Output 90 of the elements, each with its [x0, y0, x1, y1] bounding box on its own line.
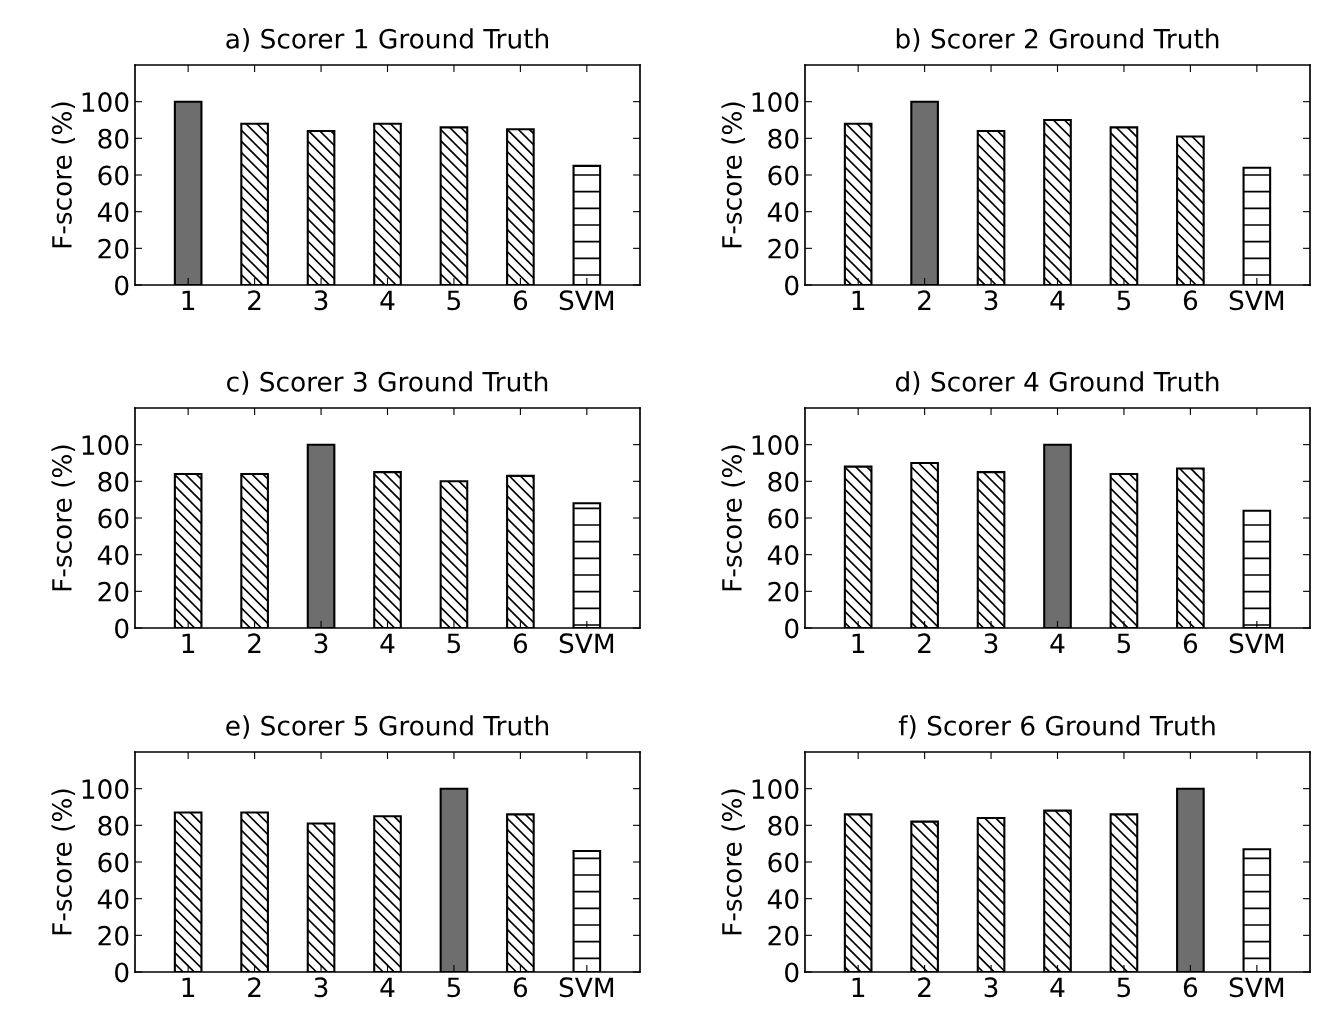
y-tick-label: 20 — [768, 925, 799, 946]
y-tick-label: 40 — [767, 202, 799, 223]
x-tick-label: 6 — [513, 633, 528, 654]
x-tick-label: 6 — [1183, 977, 1198, 998]
x-tick-label: 4 — [1050, 290, 1065, 310]
x-tick-label: 3 — [984, 633, 998, 654]
x-tick-label: 1 — [852, 977, 865, 997]
y-axis-title: F-score (%) — [51, 445, 75, 591]
chart-title: f) Scorer 6 Ground Truth — [898, 715, 1215, 739]
y-tick-label: 60 — [98, 852, 129, 873]
x-tick-label: 5 — [1117, 977, 1131, 998]
chart-title: a) Scorer 1 Ground Truth — [226, 28, 548, 52]
y-tick-label: 40 — [767, 889, 799, 910]
x-tick-label: 4 — [1050, 633, 1065, 653]
y-tick-label: 40 — [97, 889, 129, 910]
x-tick-label: 6 — [1183, 633, 1198, 654]
y-tick-label: 40 — [97, 202, 129, 223]
x-tick-label: SVM — [1229, 977, 1284, 998]
x-tick-label: SVM — [559, 977, 614, 998]
y-tick-label: 0 — [785, 962, 799, 983]
x-tick-label: 3 — [314, 290, 328, 311]
chart-title: e) Scorer 5 Ground Truth — [226, 715, 549, 739]
y-tick-label: 80 — [768, 815, 799, 836]
x-tick-label: 4 — [380, 633, 395, 653]
x-tick-label: 1 — [852, 633, 865, 653]
y-tick-label: 20 — [768, 581, 799, 602]
y-tick-label: 60 — [98, 508, 129, 529]
y-tick-label: 20 — [98, 238, 129, 259]
y-tick-label: 0 — [115, 275, 129, 296]
x-tick-label: 3 — [984, 977, 998, 998]
y-tick-label: 20 — [98, 925, 129, 946]
y-tick-label: 0 — [115, 618, 129, 639]
x-tick-label: 1 — [182, 633, 195, 653]
x-tick-label: SVM — [1229, 290, 1284, 311]
y-tick-label: 20 — [98, 581, 129, 602]
y-tick-label: 40 — [97, 545, 129, 566]
y-tick-label: 60 — [768, 852, 799, 873]
x-tick-label: 5 — [447, 977, 461, 998]
x-tick-label: 5 — [1117, 633, 1131, 654]
x-tick-label: 2 — [918, 977, 931, 997]
y-tick-label: 80 — [98, 815, 129, 836]
y-tick-label: 60 — [98, 165, 129, 186]
y-tick-label: 100 — [82, 779, 129, 800]
x-tick-label: SVM — [559, 290, 614, 311]
x-tick-label: 1 — [852, 290, 865, 310]
x-tick-label: 3 — [314, 633, 328, 654]
x-tick-label: 2 — [918, 290, 931, 310]
y-tick-label: 100 — [752, 779, 799, 800]
x-tick-label: SVM — [1229, 633, 1284, 654]
x-tick-label: 4 — [1050, 977, 1065, 997]
y-tick-label: 0 — [115, 962, 129, 983]
y-tick-label: 80 — [98, 471, 129, 492]
x-tick-label: SVM — [559, 633, 614, 654]
y-tick-label: 60 — [768, 508, 799, 529]
y-tick-label: 80 — [768, 471, 799, 492]
chart-title: b) Scorer 2 Ground Truth — [896, 28, 1219, 52]
y-tick-label: 20 — [768, 238, 799, 259]
x-tick-label: 6 — [513, 977, 528, 998]
y-tick-label: 0 — [785, 618, 799, 639]
chart-title: c) Scorer 3 Ground Truth — [227, 371, 548, 395]
y-axis-title: F-score (%) — [51, 789, 75, 935]
chart-title: d) Scorer 4 Ground Truth — [895, 371, 1219, 395]
y-tick-label: 80 — [768, 128, 799, 149]
x-tick-label: 4 — [380, 977, 395, 997]
y-tick-label: 0 — [785, 275, 799, 296]
y-tick-label: 40 — [767, 545, 799, 566]
y-tick-label: 100 — [752, 435, 799, 456]
x-tick-label: 2 — [248, 977, 261, 997]
y-tick-label: 60 — [768, 165, 799, 186]
x-tick-label: 3 — [984, 290, 998, 311]
y-tick-label: 80 — [98, 128, 129, 149]
x-tick-label: 2 — [918, 633, 931, 653]
x-tick-label: 3 — [314, 977, 328, 998]
x-tick-label: 5 — [447, 633, 461, 654]
y-axis-title: F-score (%) — [51, 102, 75, 248]
x-tick-label: 5 — [1117, 290, 1131, 311]
x-tick-label: 6 — [513, 290, 528, 311]
x-tick-label: 4 — [380, 290, 395, 310]
y-axis-title: F-score (%) — [721, 445, 745, 591]
x-tick-label: 1 — [182, 290, 195, 310]
y-axis-title: F-score (%) — [721, 789, 745, 935]
x-tick-label: 2 — [248, 290, 261, 310]
x-tick-label: 2 — [248, 633, 261, 653]
x-tick-label: 1 — [182, 977, 195, 997]
x-tick-label: 6 — [1183, 290, 1198, 311]
x-tick-label: 5 — [447, 290, 461, 311]
y-axis-title: F-score (%) — [721, 102, 745, 248]
y-tick-label: 100 — [82, 435, 129, 456]
y-tick-label: 100 — [82, 92, 129, 113]
y-tick-label: 100 — [752, 92, 799, 113]
